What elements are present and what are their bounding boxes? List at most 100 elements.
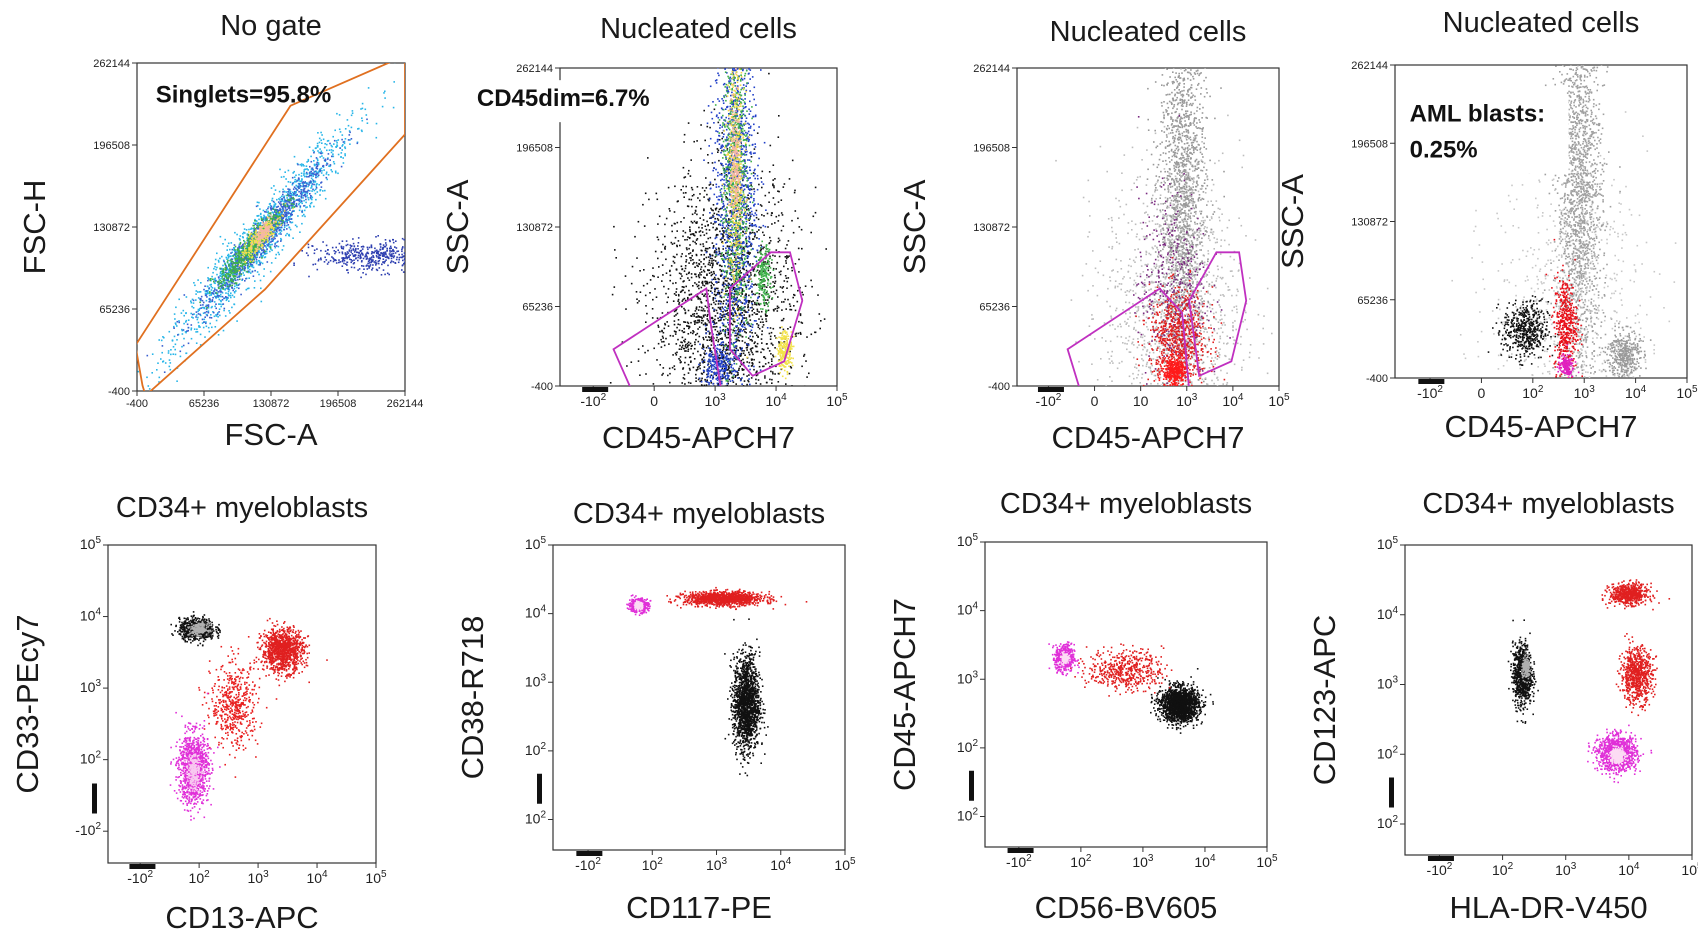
event-dot xyxy=(346,264,348,266)
event-dot xyxy=(260,212,262,215)
event-dot xyxy=(264,210,266,213)
event-dot xyxy=(248,265,251,268)
event-dot xyxy=(274,203,277,206)
event-dot xyxy=(224,282,227,284)
event-dot xyxy=(391,255,394,257)
event-dot xyxy=(717,303,720,305)
event-dot xyxy=(761,214,763,216)
event-dot xyxy=(206,290,208,292)
event-dot xyxy=(158,381,160,383)
event-dot xyxy=(719,319,721,322)
event-dot xyxy=(298,200,301,202)
event-dot xyxy=(675,291,677,293)
event-dot xyxy=(705,282,707,285)
event-dot xyxy=(218,261,220,263)
event-dot xyxy=(316,168,319,170)
event-dot xyxy=(246,242,249,244)
event-dot xyxy=(360,108,362,110)
event-dot xyxy=(781,309,783,311)
event-dot xyxy=(227,290,230,293)
event-dot xyxy=(195,316,197,318)
event-dot xyxy=(258,248,261,250)
event-dot xyxy=(684,309,686,311)
event-dot xyxy=(661,329,663,332)
event-dot xyxy=(727,294,730,296)
event-dot xyxy=(207,326,210,329)
event-dot xyxy=(682,185,684,188)
event-dot xyxy=(428,250,430,252)
event-dot xyxy=(263,256,266,259)
event-dot xyxy=(234,251,237,254)
event-dot xyxy=(290,221,292,224)
event-dot xyxy=(332,149,334,152)
event-dot xyxy=(298,178,300,180)
event-dot xyxy=(726,148,729,150)
event-dot xyxy=(737,331,740,333)
event-dot xyxy=(303,182,305,184)
event-dot xyxy=(679,323,681,326)
event-dot xyxy=(301,179,303,181)
event-dot xyxy=(250,255,253,257)
event-dot xyxy=(365,255,367,257)
event-dot xyxy=(228,267,231,269)
event-dot xyxy=(221,295,224,298)
event-dot xyxy=(351,260,354,262)
event-dot xyxy=(344,154,346,157)
event-dot xyxy=(251,261,253,263)
event-dot xyxy=(267,236,269,238)
event-dot xyxy=(236,273,238,276)
event-dot xyxy=(146,354,149,357)
event-dot xyxy=(293,264,295,266)
event-dot xyxy=(197,291,199,293)
event-dot xyxy=(711,254,714,257)
event-dot xyxy=(257,238,260,241)
event-dot xyxy=(366,256,368,258)
event-dot xyxy=(738,340,741,342)
event-dot xyxy=(679,291,682,293)
event-dot xyxy=(273,185,275,187)
event-dot xyxy=(782,470,784,472)
event-dot xyxy=(218,295,221,297)
event-dot xyxy=(318,258,320,261)
event-dot xyxy=(280,219,283,221)
event-dot xyxy=(346,251,349,253)
event-dot xyxy=(402,246,404,248)
event-dot xyxy=(700,271,703,273)
event-dot xyxy=(777,220,780,222)
event-dot xyxy=(267,232,270,234)
event-dot xyxy=(727,331,730,334)
event-dot xyxy=(265,218,268,221)
event-dot xyxy=(198,325,200,327)
event-dot xyxy=(687,345,689,347)
event-dot xyxy=(742,373,745,376)
event-dot xyxy=(748,351,750,354)
event-dot xyxy=(228,300,230,302)
event-dot xyxy=(232,274,234,277)
event-dot xyxy=(176,320,179,323)
event-dot xyxy=(696,264,698,267)
event-dot xyxy=(780,270,782,273)
event-dot xyxy=(382,255,384,257)
event-dot xyxy=(253,253,256,256)
event-dot xyxy=(225,276,228,278)
event-dot xyxy=(318,183,320,186)
event-dot xyxy=(384,273,386,276)
event-dot xyxy=(208,300,211,303)
event-dot xyxy=(279,223,281,226)
event-dot xyxy=(711,242,714,244)
event-dot xyxy=(758,183,760,186)
event-dot xyxy=(346,253,348,255)
event-dot xyxy=(700,319,703,322)
event-dot xyxy=(250,246,253,248)
event-dot xyxy=(789,350,791,353)
event-dot xyxy=(301,178,303,180)
event-dot xyxy=(303,213,305,216)
event-dot xyxy=(258,244,261,247)
event-dot xyxy=(249,258,252,261)
event-dot xyxy=(291,182,294,185)
y-axis-label: FSC-H xyxy=(17,180,52,275)
event-dot xyxy=(775,249,778,251)
event-dot xyxy=(245,252,247,255)
event-dot xyxy=(681,253,683,255)
event-dot xyxy=(780,229,783,232)
